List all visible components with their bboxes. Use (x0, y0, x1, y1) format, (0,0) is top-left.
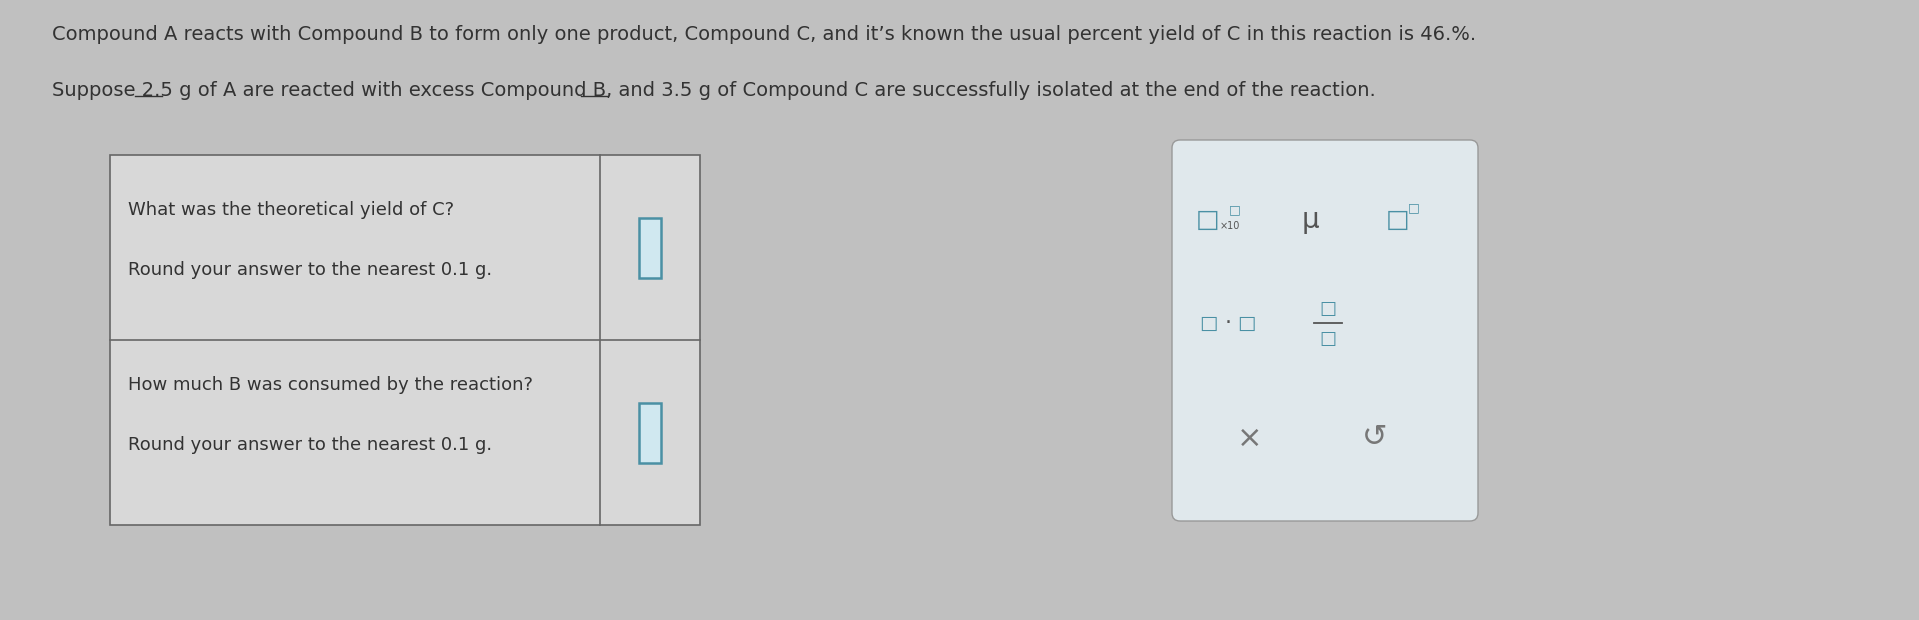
Text: ×: × (1238, 423, 1263, 453)
Text: □: □ (1199, 314, 1217, 332)
Text: What was the theoretical yield of C?: What was the theoretical yield of C? (129, 201, 455, 219)
Bar (109, 155, 700, 525)
Text: □: □ (1320, 300, 1336, 318)
FancyBboxPatch shape (1173, 140, 1478, 521)
Text: ↺: ↺ (1362, 423, 1387, 453)
Text: How much B was consumed by the reaction?: How much B was consumed by the reaction? (129, 376, 533, 394)
Bar (639, 402, 660, 463)
Text: □: □ (1409, 202, 1420, 215)
Text: ×10: ×10 (1220, 221, 1240, 231)
Text: μ: μ (1301, 206, 1318, 234)
Text: □: □ (1238, 314, 1255, 332)
Text: Round your answer to the nearest 0.1 g.: Round your answer to the nearest 0.1 g. (129, 261, 491, 279)
Text: □: □ (1196, 208, 1220, 232)
Text: □: □ (1230, 203, 1242, 216)
Text: □: □ (1320, 330, 1336, 348)
Text: ·: · (1224, 313, 1232, 333)
Text: Round your answer to the nearest 0.1 g.: Round your answer to the nearest 0.1 g. (129, 436, 491, 454)
Text: Suppose 2.5 g of A are reacted with excess Compound B, and 3.5 g of Compound C a: Suppose 2.5 g of A are reacted with exce… (52, 81, 1376, 99)
Bar (639, 218, 660, 278)
Text: Compound A reacts with Compound B to form only one product, Compound C, and it’s: Compound A reacts with Compound B to for… (52, 25, 1476, 45)
Text: □: □ (1386, 208, 1410, 232)
